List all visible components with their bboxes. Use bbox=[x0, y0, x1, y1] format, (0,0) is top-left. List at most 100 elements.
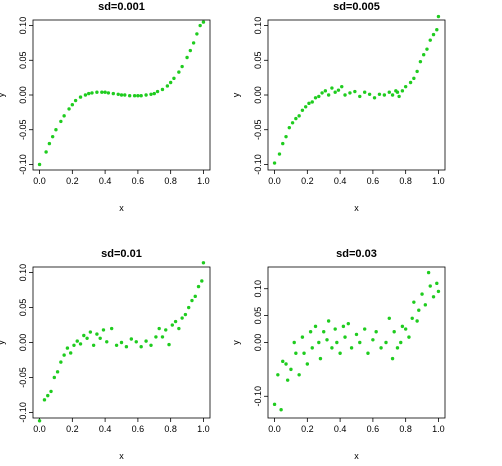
data-point bbox=[323, 89, 328, 93]
data-point bbox=[310, 346, 314, 350]
data-point bbox=[272, 402, 277, 407]
data-point bbox=[65, 346, 70, 350]
data-point bbox=[157, 326, 161, 331]
data-point bbox=[428, 38, 432, 42]
data-point bbox=[384, 340, 388, 345]
data-point bbox=[284, 362, 288, 366]
data-point bbox=[340, 84, 344, 89]
data-point bbox=[198, 23, 202, 28]
data-point bbox=[418, 59, 423, 64]
data-point bbox=[70, 103, 75, 107]
data-point bbox=[75, 339, 79, 343]
x-tick-label: 0.8 bbox=[399, 424, 412, 434]
data-point bbox=[114, 343, 119, 347]
data-point bbox=[149, 92, 153, 97]
data-point bbox=[276, 373, 280, 377]
data-point bbox=[333, 327, 337, 331]
data-point bbox=[173, 319, 178, 324]
data-points bbox=[37, 261, 206, 423]
data-point bbox=[428, 284, 432, 288]
data-point bbox=[54, 128, 58, 132]
x-tick-label: 0.0 bbox=[33, 176, 46, 186]
data-point bbox=[407, 335, 411, 339]
data-point bbox=[55, 370, 60, 374]
data-point bbox=[72, 343, 76, 347]
data-point bbox=[201, 20, 206, 24]
data-point bbox=[353, 89, 357, 94]
data-point bbox=[59, 360, 63, 364]
data-point bbox=[400, 324, 405, 329]
data-point bbox=[105, 340, 109, 344]
y-tick-label: -0.05 bbox=[18, 367, 28, 388]
panel-1: sd=0.001 0.0 0.2 0.4 0.6 0.8 1.0 -0.10 -0.05 0.00… bbox=[0, 1, 211, 213]
x-tick-label: 0.4 bbox=[99, 176, 112, 186]
x-tick-label: 1.0 bbox=[197, 424, 210, 434]
data-point bbox=[85, 336, 89, 341]
data-point bbox=[68, 351, 73, 355]
x-tick-label: 0.8 bbox=[164, 176, 177, 186]
data-point bbox=[281, 141, 285, 146]
data-point bbox=[317, 94, 321, 99]
data-point bbox=[186, 305, 191, 310]
data-point bbox=[164, 328, 168, 332]
y-tick-label: 0.05 bbox=[18, 299, 28, 317]
data-point bbox=[362, 327, 367, 331]
data-point bbox=[195, 32, 199, 36]
data-point bbox=[82, 333, 86, 338]
data-point bbox=[123, 93, 127, 97]
data-point bbox=[397, 94, 401, 99]
data-point bbox=[348, 91, 352, 95]
data-point bbox=[294, 116, 298, 121]
data-points bbox=[272, 270, 441, 412]
x-axis-label: x bbox=[354, 203, 359, 213]
data-point bbox=[412, 76, 416, 81]
x-axis-label: x bbox=[119, 451, 124, 461]
y-tick-label: 0.10 bbox=[253, 280, 263, 298]
data-point bbox=[412, 300, 416, 304]
x-axis-label: x bbox=[354, 451, 359, 461]
data-point bbox=[73, 98, 78, 103]
data-point bbox=[330, 86, 334, 90]
data-point bbox=[354, 332, 359, 337]
data-point bbox=[317, 340, 321, 345]
x-tick-label: 0.0 bbox=[33, 424, 46, 434]
data-point bbox=[415, 319, 419, 323]
data-point bbox=[333, 90, 337, 94]
y-tick-label: 0.10 bbox=[253, 17, 263, 35]
x-tick-label: 1.0 bbox=[432, 424, 445, 434]
data-point bbox=[152, 91, 156, 96]
data-point bbox=[358, 94, 362, 99]
data-point bbox=[46, 393, 50, 398]
y-axis-label: y bbox=[231, 92, 241, 97]
data-point bbox=[83, 93, 88, 97]
data-point bbox=[436, 14, 441, 19]
data-point bbox=[431, 295, 436, 299]
data-point bbox=[297, 114, 301, 118]
data-point bbox=[399, 340, 403, 345]
data-point bbox=[346, 321, 351, 326]
data-point bbox=[387, 316, 391, 321]
data-point bbox=[200, 279, 204, 283]
data-point bbox=[362, 90, 367, 94]
data-point bbox=[425, 47, 429, 51]
x-tick-label: 0.6 bbox=[367, 176, 380, 186]
x-tick-label: 0.0 bbox=[268, 176, 281, 186]
data-point bbox=[180, 316, 184, 320]
data-point bbox=[415, 69, 419, 74]
data-point bbox=[417, 308, 421, 312]
data-point bbox=[423, 303, 428, 307]
data-point bbox=[95, 90, 99, 94]
data-point bbox=[300, 108, 305, 112]
y-tick-label: -0.05 bbox=[253, 119, 263, 140]
data-point bbox=[78, 95, 83, 99]
y-tick-label: 0.00 bbox=[18, 334, 28, 352]
data-point bbox=[124, 344, 129, 349]
x-tick-label: 0.8 bbox=[399, 176, 412, 186]
data-point bbox=[436, 289, 441, 294]
y-tick-label: 0.00 bbox=[18, 86, 28, 104]
data-point bbox=[338, 351, 342, 355]
data-point bbox=[292, 340, 296, 345]
y-axis-label: y bbox=[231, 340, 241, 345]
data-point bbox=[281, 359, 285, 364]
data-point bbox=[172, 76, 176, 81]
